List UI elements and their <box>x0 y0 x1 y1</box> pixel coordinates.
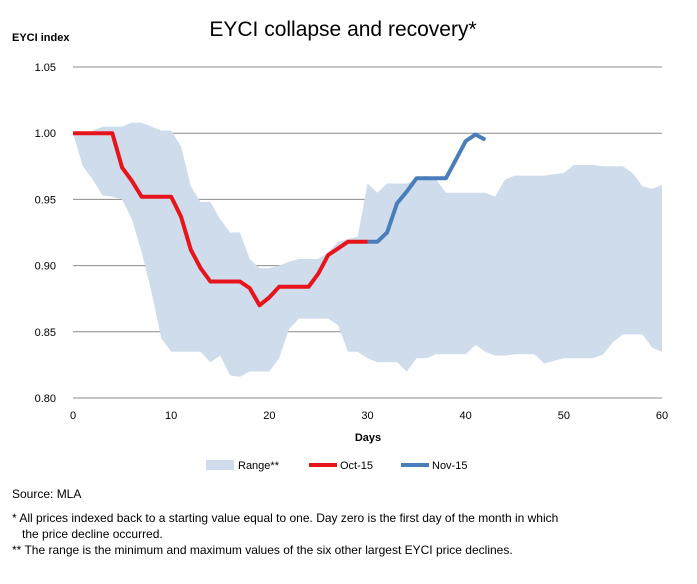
y-tick-label: 0.90 <box>35 261 56 273</box>
y-tick-label: 0.95 <box>35 194 56 206</box>
series-line-oct-15 <box>73 131 368 308</box>
chart-title: EYCI collapse and recovery* <box>209 18 476 41</box>
y-tick-label: 0.80 <box>35 393 56 405</box>
range-band <box>73 122 662 377</box>
y-tick-label: 1.05 <box>35 62 56 74</box>
y-axis-label: EYCI index <box>12 32 70 44</box>
range-band-layer <box>73 122 662 377</box>
legend-swatch-range <box>206 460 234 470</box>
legend-label-oct: Oct-15 <box>340 460 373 472</box>
y-tick-label: 1.00 <box>35 128 56 140</box>
x-axis-label: Days <box>355 432 381 444</box>
x-tick-labels: 0 10 20 30 40 50 60 <box>70 410 668 422</box>
chart: EYCI collapse and recovery* EYCI index 0… <box>12 18 668 472</box>
notes: Source: MLA * All prices indexed back to… <box>12 486 692 558</box>
legend-label-nov: Nov-15 <box>432 460 467 472</box>
source-note: Source: MLA <box>12 487 82 501</box>
y-tick-labels: 0.80 0.85 0.90 0.95 1.00 1.05 <box>35 62 56 405</box>
x-tick-label: 40 <box>460 410 472 422</box>
footnote-1: * All prices indexed back to a starting … <box>12 511 559 525</box>
x-tick-label: 20 <box>263 410 275 422</box>
footnote-1-continued: the price decline occurred. <box>22 527 163 541</box>
legend-label-range: Range** <box>238 460 280 472</box>
x-tick-label: 30 <box>361 410 373 422</box>
series-line-nov-15 <box>367 132 487 244</box>
x-tick-label: 0 <box>70 410 76 422</box>
series-lines <box>73 131 487 308</box>
footnote-2: ** The range is the minimum and maximum … <box>12 543 513 557</box>
x-tick-label: 60 <box>656 410 668 422</box>
legend: Range** Oct-15 Nov-15 <box>206 460 467 472</box>
x-tick-label: 50 <box>558 410 570 422</box>
y-tick-label: 0.85 <box>35 327 56 339</box>
x-tick-label: 10 <box>165 410 177 422</box>
